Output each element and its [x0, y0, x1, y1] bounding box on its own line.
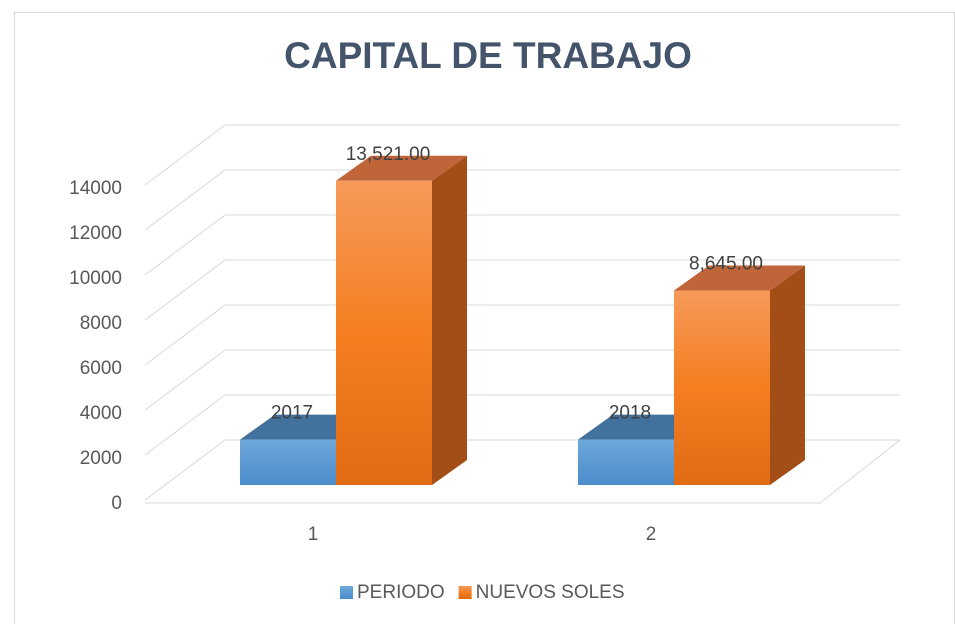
data-label: 2018 — [609, 403, 651, 424]
y-tick-label: 8000 — [80, 313, 122, 334]
grid-line — [144, 214, 226, 276]
y-tick-label: 2000 — [80, 448, 122, 469]
y-tick-label: 10000 — [69, 268, 122, 289]
data-label: 2017 — [271, 403, 313, 424]
data-label: 8,645.00 — [689, 254, 763, 275]
y-tick-label: 14000 — [69, 178, 122, 199]
grid-line — [144, 304, 226, 366]
bar-side — [770, 265, 805, 485]
grid-line — [144, 124, 226, 186]
legend-swatch — [340, 586, 353, 599]
y-tick-label: 6000 — [80, 358, 122, 379]
bar — [578, 439, 674, 485]
legend-label: NUEVOS SOLES — [476, 582, 625, 603]
y-tick-label: 4000 — [80, 403, 122, 424]
chart-border — [14, 12, 955, 624]
x-tick-label: 2 — [646, 524, 657, 545]
grid-line — [144, 394, 226, 456]
bar-side — [432, 155, 467, 485]
y-tick-label: 12000 — [69, 223, 122, 244]
bar — [674, 290, 770, 485]
bar — [336, 180, 432, 485]
grid-line — [144, 169, 226, 231]
grid-line — [144, 349, 226, 411]
grid-line — [144, 439, 226, 501]
legend-label: PERIODO — [357, 582, 445, 603]
grid-line — [144, 259, 226, 321]
bar-top — [336, 155, 467, 181]
legend-swatch — [458, 586, 472, 599]
bar — [240, 439, 336, 485]
bar-top — [674, 265, 805, 291]
data-label: 13,521.00 — [346, 144, 431, 165]
chart-title: CAPITAL DE TRABAJO — [284, 35, 692, 76]
floor-line — [819, 439, 901, 504]
x-tick-label: 1 — [308, 524, 319, 545]
y-tick-label: 0 — [111, 493, 122, 514]
